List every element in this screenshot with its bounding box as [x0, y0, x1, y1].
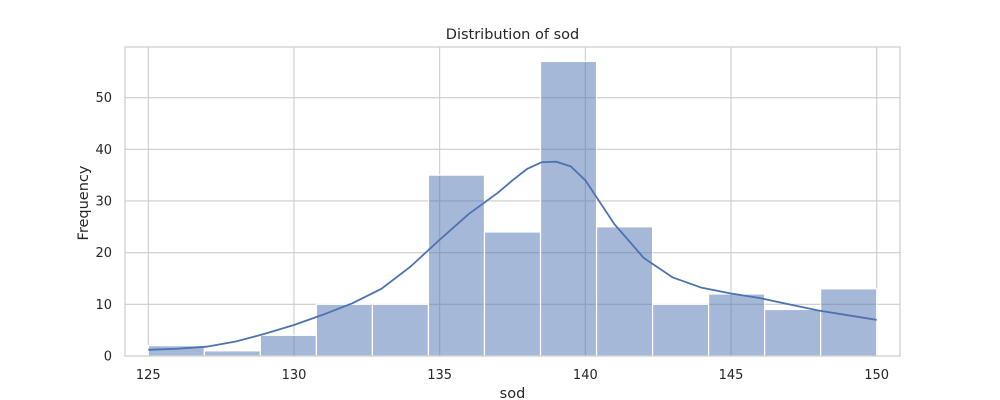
x-axis-label: sod	[500, 386, 526, 400]
histogram-bar	[371, 303, 430, 357]
x-tick-label: 140	[573, 368, 598, 383]
y-axis-label: Frequency	[76, 165, 92, 240]
x-tick-label: 145	[719, 368, 744, 383]
histogram-bar	[427, 174, 486, 357]
x-tick-label: 130	[282, 368, 307, 383]
histogram-bar	[764, 308, 822, 357]
x-tick-label: 135	[427, 368, 452, 383]
axes-frame	[124, 46, 901, 357]
histogram-bar	[539, 60, 598, 357]
histogram-bar	[651, 303, 710, 357]
y-tick-label: 0	[104, 350, 112, 365]
histogram-bar	[483, 231, 542, 357]
y-tick-label: 30	[95, 194, 112, 209]
histogram-bar	[259, 334, 317, 357]
x-tick-label: 125	[136, 368, 161, 383]
histogram-bar	[203, 350, 261, 357]
x-tick-labels: 125 130 135 140 145 150	[136, 368, 889, 383]
kde-curve	[148, 160, 877, 351]
histogram-bar	[708, 293, 766, 357]
x-tick-label: 150	[864, 368, 889, 383]
y-tick-label: 40	[95, 143, 112, 158]
y-tick-labels: 0 10 20 30 40 50	[95, 91, 112, 364]
y-tick-label: 20	[95, 246, 112, 261]
chart-title: Distribution of sod	[446, 27, 579, 43]
histogram-bar	[595, 226, 654, 357]
histogram-bars	[147, 60, 878, 357]
histogram-bar	[820, 288, 878, 357]
histogram-bar	[315, 303, 374, 357]
y-tick-label: 50	[95, 91, 112, 106]
y-tick-label: 10	[95, 298, 112, 313]
